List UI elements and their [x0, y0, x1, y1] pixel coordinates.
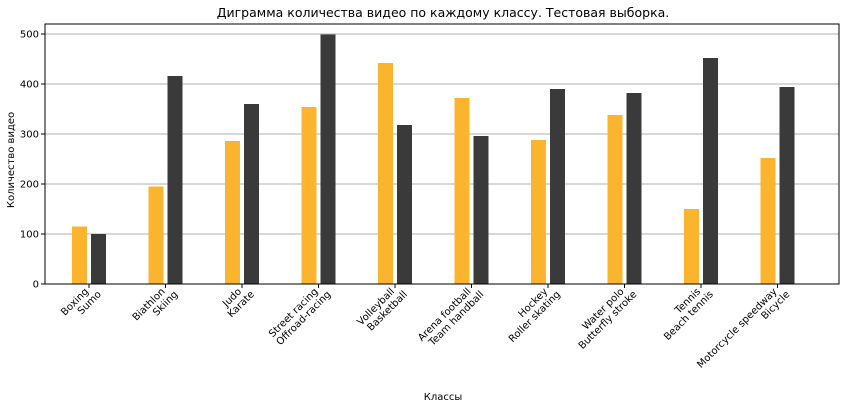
bar: [454, 98, 470, 284]
bar: [473, 136, 489, 284]
y-axis: 0 100 200 300 400 500: [20, 30, 45, 291]
bar: [244, 104, 259, 284]
x-tick-label: TennisBeach tennis: [654, 281, 715, 342]
bar: [531, 140, 546, 284]
x-tick-label: BoxingSumo: [59, 281, 104, 326]
grid-lines: [45, 33, 839, 285]
x-tick-label: Street racingOffroad-racing: [267, 281, 334, 348]
bar: [91, 234, 106, 284]
bar: [626, 93, 642, 284]
bar: [684, 209, 699, 284]
plot-frame: [44, 23, 840, 285]
bar: [397, 125, 412, 284]
chart-title: Диграмма количества видео по каждому кла…: [217, 5, 670, 20]
bar: [72, 226, 87, 284]
bar: [703, 58, 718, 284]
x-tick-label: JudoKarate: [218, 281, 257, 320]
bar: [760, 158, 776, 284]
bar: [378, 63, 393, 284]
bar: [550, 89, 565, 284]
y-tick-label: 200: [20, 180, 39, 191]
y-tick-label: 300: [20, 130, 39, 141]
bar: [167, 76, 183, 284]
x-tick-label: Water poloButterfly stroke: [569, 281, 639, 351]
x-axis: BoxingSumo BiathlonSkiing JudoKarate Street…: [59, 281, 792, 371]
bar: [779, 87, 795, 284]
x-tick-label: VolleyballBasketball: [356, 281, 410, 335]
bar: [607, 115, 623, 284]
x-tick-label: BiathlonSkiing: [131, 281, 181, 331]
bar: [225, 141, 240, 284]
x-axis-label: Классы: [424, 392, 463, 403]
y-tick-label: 0: [33, 280, 39, 291]
bars: [72, 34, 795, 284]
bar: [148, 186, 164, 284]
y-tick-label: 100: [20, 230, 39, 241]
x-tick-label: Arena footballTeam handball: [416, 281, 486, 351]
x-tick-label: HockeyRoller skating: [499, 281, 563, 345]
y-tick-label: 500: [20, 30, 39, 41]
y-tick-label: 400: [20, 80, 39, 91]
bar: [301, 107, 317, 284]
y-axis-label: Количество видео: [6, 112, 17, 208]
bar: [320, 34, 336, 284]
